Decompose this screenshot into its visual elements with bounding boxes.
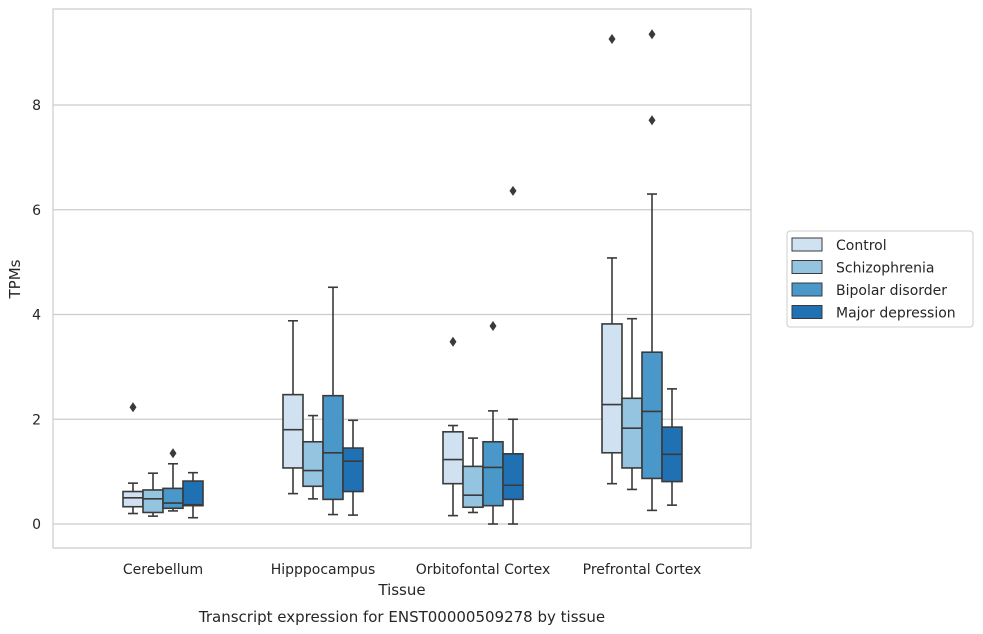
legend: Control Schizophrenia Bipolar disorder Majo…: [786, 230, 974, 328]
legend-swatch: [791, 305, 823, 319]
legend-label: Control: [836, 238, 887, 254]
box: [601, 34, 623, 485]
box-iqr: [482, 440, 504, 507]
outlier-point: [648, 115, 656, 126]
box-iqr: [342, 447, 364, 493]
outlier-point: [449, 336, 457, 347]
box: [482, 321, 504, 525]
box-iqr: [122, 490, 144, 508]
box-iqr: [601, 323, 623, 454]
y-tick-label: 4: [32, 308, 41, 324]
box: [342, 419, 364, 516]
y-tick-label: 2: [32, 412, 41, 428]
box: [502, 185, 524, 525]
legend-label: Major depression: [836, 306, 956, 322]
box-iqr: [462, 465, 484, 509]
box: [442, 336, 464, 517]
x-tick-label: Prefrontal Cortex: [583, 562, 702, 578]
legend-label: Bipolar disorder: [836, 283, 947, 299]
box-iqr: [621, 397, 643, 469]
legend-swatch: [791, 237, 823, 252]
outlier-point: [648, 29, 656, 40]
box: [282, 319, 304, 495]
outlier-point: [509, 185, 517, 196]
outlier-point: [129, 402, 137, 413]
y-gridlines: [53, 104, 751, 525]
box: [142, 472, 164, 517]
box: [182, 471, 204, 519]
x-tick-label: Hipppocampus: [271, 562, 376, 578]
box-iqr: [641, 351, 663, 480]
y-tick-label: 8: [32, 98, 41, 114]
box: [462, 437, 484, 514]
box-iqr: [322, 394, 344, 501]
legend-label: Schizophrenia: [836, 261, 934, 277]
y-tick-label: 0: [32, 517, 41, 533]
boxes-layer: [122, 29, 683, 525]
box: [661, 388, 683, 506]
y-tick-label: 6: [32, 203, 41, 219]
x-axis-label: Tissue: [377, 581, 425, 599]
box-iqr: [442, 431, 464, 485]
legend-swatch: [791, 260, 823, 274]
y-tick-labels: 0 2 4 6 8: [32, 98, 41, 533]
box-iqr: [502, 453, 524, 501]
box-iqr: [182, 480, 204, 507]
x-tick-label: Orbitofontal Cortex: [416, 562, 551, 578]
outlier-point: [489, 321, 497, 332]
outlier-point: [608, 34, 616, 45]
y-axis-label: TPMs: [6, 259, 24, 299]
x-tick-labels: Cerebellum Hipppocampus Orbitofontal Corte…: [123, 562, 701, 578]
legend-swatch: [791, 282, 823, 297]
box-iqr: [302, 440, 324, 488]
outlier-point: [169, 448, 177, 459]
box-iqr: [162, 487, 184, 510]
box: [641, 29, 663, 512]
plot-frame: [52, 8, 752, 549]
box: [122, 402, 144, 515]
box: [621, 317, 643, 491]
legend-frame: [786, 230, 974, 328]
chart-caption: Transcript expression for ENST0000050927…: [198, 608, 605, 626]
box-iqr: [282, 393, 304, 469]
box-iqr: [142, 489, 164, 514]
x-tick-label: Cerebellum: [123, 562, 203, 578]
